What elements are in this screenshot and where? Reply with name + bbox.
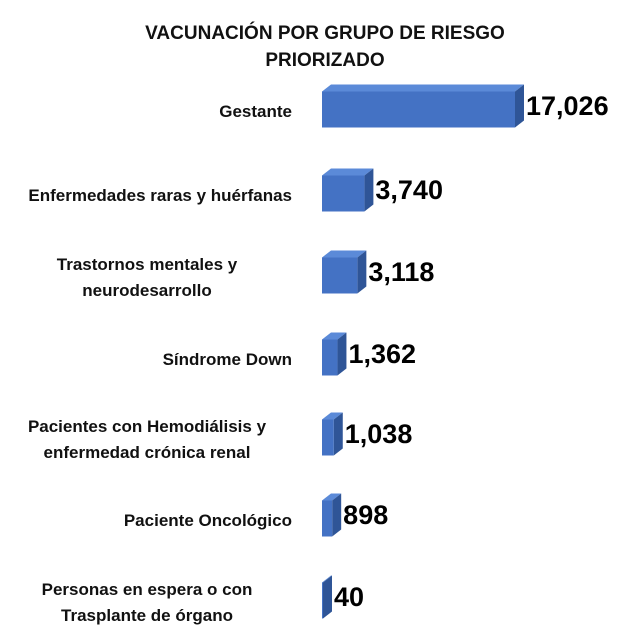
category-label: Personas en espera o con Trasplante de ó… — [2, 577, 292, 629]
value-label: 17,026 — [526, 91, 609, 121]
bar-front — [322, 500, 333, 537]
category-text: Pacientes con Hemodiálisis y enfermedad … — [27, 417, 267, 462]
bar-top — [322, 412, 343, 420]
bar-top — [322, 84, 524, 92]
bar — [322, 250, 367, 294]
category-text: Enfermedades raras y huérfanas — [28, 186, 292, 205]
bar-side — [332, 493, 342, 537]
bar-top — [322, 575, 332, 583]
bar — [322, 168, 374, 212]
bar-front — [322, 339, 338, 376]
category-text: Paciente Oncológico — [123, 511, 292, 530]
chart-title: VACUNACIÓN POR GRUPO DE RIESGO PRIORIZAD… — [145, 23, 505, 71]
bar-front — [322, 91, 515, 128]
value-label: 898 — [343, 500, 388, 530]
bar — [322, 84, 524, 128]
value-label: 40 — [334, 582, 364, 612]
bar-side — [357, 250, 367, 294]
bar-top — [322, 250, 367, 258]
bar-side — [333, 412, 343, 456]
category-label: Pacientes con Hemodiálisis y enfermedad … — [2, 414, 292, 466]
bar-side — [323, 575, 332, 619]
bar-front — [322, 257, 358, 294]
bar — [322, 575, 332, 619]
category-label: Enfermedades raras y huérfanas — [2, 183, 292, 209]
value-label: 3,740 — [375, 175, 443, 205]
value-label: 3,118 — [368, 257, 434, 287]
category-label: Gestante — [2, 99, 292, 125]
bar-front — [322, 175, 365, 212]
category-label: Paciente Oncológico — [2, 508, 292, 534]
category-text: Gestante — [219, 102, 292, 121]
bar-top — [322, 493, 342, 501]
bar-front — [322, 582, 323, 619]
bar — [322, 412, 343, 456]
category-text: Personas en espera o con Trasplante de ó… — [41, 580, 253, 625]
category-text: Trastornos mentales y neurodesarrollo — [56, 255, 238, 300]
category-label: Síndrome Down — [2, 347, 292, 373]
bar-side — [337, 332, 347, 376]
bar — [322, 332, 347, 376]
bar-side — [515, 84, 524, 128]
bar — [322, 493, 342, 537]
bar-top — [322, 168, 374, 176]
category-label: Trastornos mentales y neurodesarrollo — [2, 252, 292, 304]
bar-front — [322, 419, 334, 456]
category-text: Síndrome Down — [162, 350, 292, 369]
value-label: 1,038 — [345, 419, 413, 449]
bar-side — [364, 168, 374, 212]
value-label: 1,362 — [348, 339, 416, 369]
bar-top — [322, 332, 347, 340]
